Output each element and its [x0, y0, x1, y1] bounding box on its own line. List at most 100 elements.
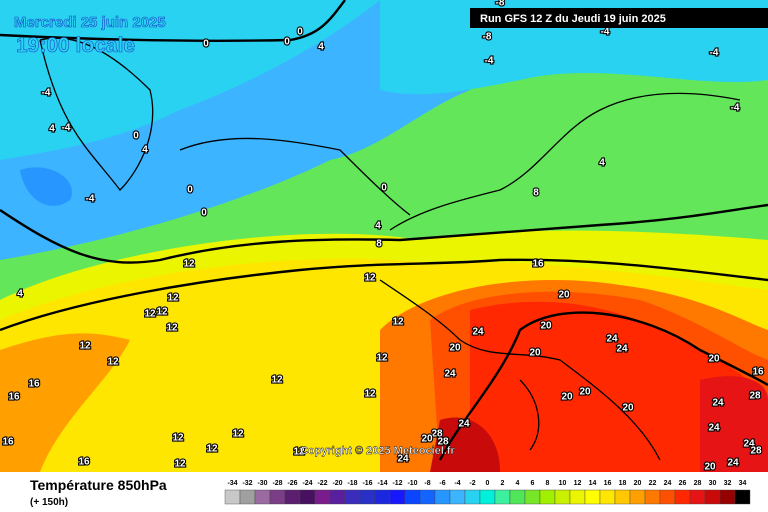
scale-swatch	[629, 489, 646, 505]
color-scale: -34 -32 -30 -28 -26 -24 -22 -20 -18 -16 -14 -12 -10-…	[224, 480, 751, 505]
contour-label: 12	[206, 444, 218, 455]
scale-label: 22	[649, 480, 657, 487]
scale-swatch	[509, 489, 526, 505]
scale-label: -18	[347, 480, 357, 487]
contour-label: 12	[107, 357, 119, 368]
scale-swatch	[524, 489, 541, 505]
contour-label: 0	[187, 185, 193, 196]
scale-label: 14	[589, 480, 597, 487]
footer-lead: (+ 150h)	[30, 497, 68, 508]
scale-label: -34	[227, 480, 237, 487]
contour-label: 20	[622, 403, 634, 414]
scale-swatch	[359, 489, 376, 505]
scale-swatch	[599, 489, 616, 505]
contour-label: -8	[496, 0, 505, 9]
scale-swatch	[674, 489, 691, 505]
scale-label: 28	[694, 480, 702, 487]
scale-label: 6	[531, 480, 535, 487]
scale-label: -2	[469, 480, 475, 487]
contour-label: -4	[731, 103, 740, 114]
contour-label: 20	[529, 348, 541, 359]
scale-label: -24	[302, 480, 312, 487]
scale-label: -10	[407, 480, 417, 487]
contour-label: 12	[392, 317, 404, 328]
contour-label: 12	[271, 375, 283, 386]
contour-label: 20	[558, 290, 570, 301]
run-box	[470, 8, 768, 28]
contour-labels: 0 004-8-8 -4-4-4-404-44 -40 0-40484841212161…	[1, 0, 765, 474]
scale-label: -20	[332, 480, 342, 487]
scale-label: 32	[724, 480, 732, 487]
scale-label: 0	[486, 480, 490, 487]
scale-swatch	[434, 489, 451, 505]
contour-label: 12	[364, 389, 376, 400]
scale-label: 24	[664, 480, 672, 487]
contour-label: 20	[540, 321, 552, 332]
scale-swatch	[284, 489, 301, 505]
contour-label: 24	[606, 334, 618, 345]
scale-swatch	[269, 489, 286, 505]
scale-swatch	[734, 489, 751, 505]
contour-label: -4	[710, 48, 719, 59]
scale-swatch	[659, 489, 676, 505]
scale-label: 2	[501, 480, 505, 487]
scale-swatch	[719, 489, 736, 505]
scale-label: -30	[257, 480, 267, 487]
scale-swatch	[404, 489, 421, 505]
scale-label: 16	[604, 480, 612, 487]
contour-label: -8	[483, 32, 492, 43]
contour-label: 12	[232, 429, 244, 440]
contour-label: 20	[421, 434, 433, 445]
coastlines	[39, 37, 741, 461]
contour-label: -4	[601, 27, 610, 38]
scale-label: 4	[516, 480, 520, 487]
scale-label: -12	[392, 480, 402, 487]
contour-label: -4	[485, 56, 494, 67]
scale-swatch	[494, 489, 511, 505]
scale-label: 12	[574, 480, 582, 487]
contour-label: 20	[704, 462, 716, 473]
scale-swatch	[554, 489, 571, 505]
scale-label: 34	[739, 480, 747, 487]
contour-label: 12	[172, 433, 184, 444]
contour-label: 0	[133, 131, 139, 142]
scale-swatch	[389, 489, 406, 505]
contour-label: 12	[144, 309, 156, 320]
contour-label: 16	[78, 457, 90, 468]
contour-label: 24	[743, 439, 755, 450]
scale-label: -4	[454, 480, 460, 487]
contour-label: 28	[749, 391, 761, 402]
scale-label: 26	[679, 480, 687, 487]
contour-label: 16	[28, 379, 40, 390]
scale-label: -6	[439, 480, 445, 487]
scale-swatch	[614, 489, 631, 505]
contour-label: 8	[376, 239, 382, 250]
contour-label: 0	[381, 183, 387, 194]
scale-label: 10	[559, 480, 567, 487]
scale-swatch	[689, 489, 706, 505]
scale-label: 8	[546, 480, 550, 487]
scale-swatch	[254, 489, 271, 505]
scale-swatch	[239, 489, 256, 505]
scale-swatch	[464, 489, 481, 505]
scale-label: 18	[619, 480, 627, 487]
contour-label: 12	[174, 459, 186, 470]
scale-swatch	[344, 489, 361, 505]
contour-label: 0	[284, 37, 290, 48]
scale-label: -8	[424, 480, 430, 487]
map-date: Mercredi 25 juin 2025	[14, 14, 166, 31]
contour-label: 24	[458, 419, 470, 430]
contour-label: 24	[472, 327, 484, 338]
scale-swatch	[329, 489, 346, 505]
scale-swatch	[419, 489, 436, 505]
contour-label: 16	[752, 367, 764, 378]
contour-label: 12	[167, 293, 179, 304]
contour-label: 20	[708, 354, 720, 365]
contour-label: 24	[397, 454, 409, 465]
contour-label: -4	[62, 123, 71, 134]
contour-label: 12	[364, 273, 376, 284]
footer-title: Température 850hPa	[30, 477, 167, 493]
scale-label: -32	[242, 480, 252, 487]
contour-label: 16	[532, 259, 544, 270]
contour-label: 4	[375, 221, 381, 232]
